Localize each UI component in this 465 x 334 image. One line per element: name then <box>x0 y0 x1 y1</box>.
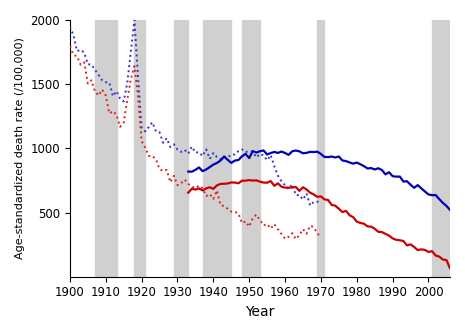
Y-axis label: Age-standardized death rate (/100,000): Age-standardized death rate (/100,000) <box>15 37 25 259</box>
Bar <box>203 20 231 277</box>
Bar <box>242 20 260 277</box>
X-axis label: Year: Year <box>245 305 275 319</box>
Bar <box>432 20 450 277</box>
Bar <box>95 20 117 277</box>
Bar <box>174 20 188 277</box>
Bar <box>134 20 145 277</box>
Bar <box>317 20 325 277</box>
